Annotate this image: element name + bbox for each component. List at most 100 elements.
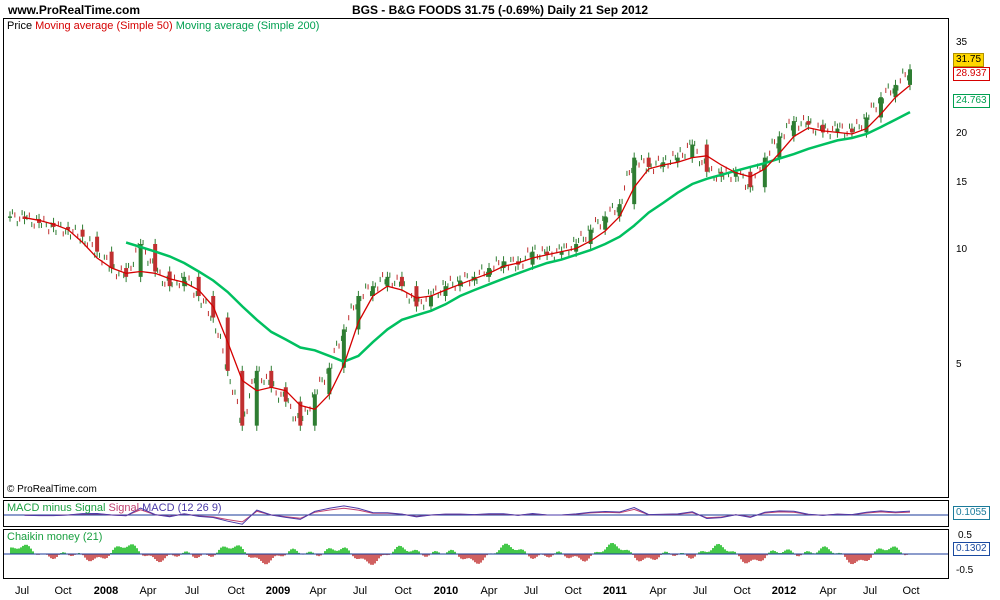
chaikin-bar (826, 547, 828, 554)
chaikin-bar (156, 554, 158, 561)
chaikin-bar (234, 546, 236, 554)
price-candle (878, 97, 883, 118)
chaikin-bar (316, 554, 318, 556)
price-panel: Price Moving average (Simple 50) Moving … (3, 18, 949, 498)
chaikin-bar (552, 554, 554, 556)
chaikin-bar (344, 547, 346, 554)
chaikin-bar (618, 548, 620, 554)
chaikin-bar (194, 554, 196, 558)
chaikin-bar (452, 550, 454, 554)
chaikin-bar (630, 552, 632, 554)
chaikin-bar (294, 549, 296, 554)
chaikin-bar (236, 545, 238, 554)
x-tick-label: Oct (733, 585, 751, 597)
chaikin-bar (30, 548, 32, 554)
chaikin-bar (412, 550, 414, 554)
chaikin-bar (160, 554, 162, 562)
chaikin-bar (272, 554, 274, 558)
chaikin-bar (240, 546, 242, 554)
chaikin-bar (700, 551, 702, 554)
chaikin-bar (566, 554, 568, 558)
chaikin-bar (122, 547, 124, 554)
chaikin-bar (664, 551, 666, 554)
chaikin-bar (808, 551, 810, 554)
chaikin-bar (550, 554, 552, 557)
price-candle (298, 401, 303, 426)
chaikin-bar (790, 550, 792, 554)
chaikin-bar (32, 551, 34, 554)
chaikin-bar (690, 554, 692, 559)
chaikin-bar (50, 554, 52, 559)
chaikin-bar (340, 549, 342, 554)
chaikin-bar (366, 554, 368, 562)
chaikin-bar (116, 546, 118, 554)
chaikin-bar (806, 551, 808, 554)
macd-label-macd: MACD (12 26 9) (142, 502, 222, 514)
chaikin-bar (822, 546, 824, 554)
chaikin-bar (516, 550, 518, 554)
chaikin-bar (544, 554, 546, 556)
macd-legend: MACD minus Signal Signal MACD (12 26 9) (7, 502, 222, 514)
chaikin-bar (528, 554, 530, 557)
chaikin-bar (306, 552, 308, 554)
chaikin-bar (532, 554, 534, 559)
chaikin-bar (776, 552, 778, 554)
chaikin-bar (798, 554, 800, 557)
price-candle (458, 280, 462, 287)
chaikin-bar (752, 554, 754, 560)
price-candle (588, 229, 593, 245)
chaikin-bar (628, 550, 630, 554)
chaikin-bar (610, 543, 612, 554)
chaikin-bar (828, 549, 830, 554)
chaikin-bar (880, 548, 882, 554)
chaikin-bar (586, 554, 588, 561)
chaikin-bar (70, 554, 72, 557)
chaikin-bar (844, 554, 846, 557)
chaikin-bar (256, 554, 258, 558)
chaikin-bar (852, 554, 854, 565)
chaikin-bar (274, 554, 276, 557)
price-candle (124, 268, 129, 277)
chaikin-bar (448, 550, 450, 554)
x-tick-label: 2012 (771, 585, 797, 597)
macd-plot (4, 505, 948, 525)
chaikin-bar (704, 551, 706, 554)
chaikin-bar (468, 554, 470, 559)
chaikin-bar (734, 551, 736, 554)
chaikin-bar (336, 550, 338, 554)
price-candle (748, 171, 753, 188)
chaikin-bar (106, 554, 108, 558)
chaikin-bar (268, 554, 270, 563)
chaikin-bar (848, 554, 850, 563)
chaikin-bar (130, 544, 132, 554)
price-y-axis: 35 20 15 10 5 31.75 28.937 24.763 (950, 18, 1000, 498)
chaikin-bar (394, 549, 396, 554)
chaikin-bar (564, 554, 566, 557)
chaikin-bar (292, 548, 294, 554)
x-tick-label: Jul (352, 585, 368, 597)
chaikin-bar (14, 548, 16, 554)
chaikin-bar (498, 550, 500, 554)
chaikin-bar (692, 554, 694, 559)
chaikin-bar (482, 554, 484, 561)
chaikin-bar (242, 549, 244, 554)
chaikin-bar (484, 554, 486, 558)
chaikin-bar (136, 548, 138, 554)
chaikin-bar (110, 552, 112, 554)
chaikin-bar (572, 554, 574, 557)
chaikin-bar (288, 551, 290, 554)
chaikin-bar (716, 544, 718, 554)
chaikin-bar (374, 554, 376, 564)
chaikin-bar (328, 548, 330, 554)
chaikin-bar (290, 549, 292, 554)
x-tick-label: 2010 (433, 585, 459, 597)
chaikin-bar (334, 550, 336, 554)
chaikin-bar (718, 543, 720, 554)
chaikin-bar (84, 554, 86, 558)
chaikin-bar (722, 547, 724, 554)
chaikin-bar (626, 549, 628, 554)
chaikin-bar (144, 554, 146, 557)
ma50-badge: 28.937 (953, 67, 990, 81)
y-tick-35: 35 (956, 37, 968, 48)
chaikin-bar (320, 554, 322, 556)
